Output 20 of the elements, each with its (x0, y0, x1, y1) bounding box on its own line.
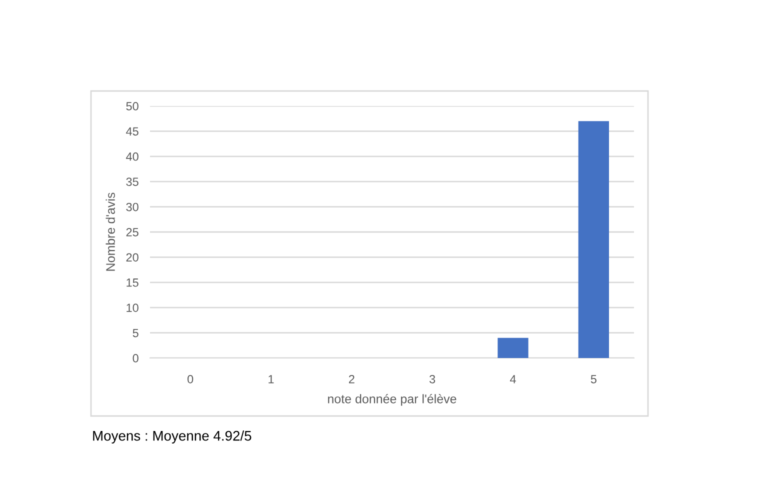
y-tick-label: 20 (126, 253, 138, 262)
x-tick-label: 0 (188, 374, 194, 384)
y-tick-label: 10 (126, 304, 138, 312)
text: Moyens : Moyenne 4.92/5 (93, 430, 252, 444)
x-axis-title: note donnée par l'élève (328, 394, 456, 406)
y-tick-label: 50 (126, 102, 138, 110)
y-tick-label: 15 (126, 278, 138, 287)
x-tick-label: 1 (268, 375, 274, 384)
y-tick-label: 30 (126, 202, 138, 212)
y-tick-label: 45 (126, 127, 138, 136)
x-tick-label: 3 (430, 374, 436, 384)
y-tick-label: 35 (126, 178, 138, 186)
x-tick-label: 4 (510, 375, 516, 384)
y-axis-title: Nombre d'avis (106, 192, 115, 271)
x-tick-label: 2 (348, 374, 354, 384)
y-tick-label: 0 (132, 354, 138, 362)
y-tick-label: 25 (126, 228, 138, 236)
y-tick-label: 5 (132, 328, 138, 338)
x-tick-label: 5 (590, 375, 596, 384)
y-tick-label: 40 (126, 152, 138, 161)
